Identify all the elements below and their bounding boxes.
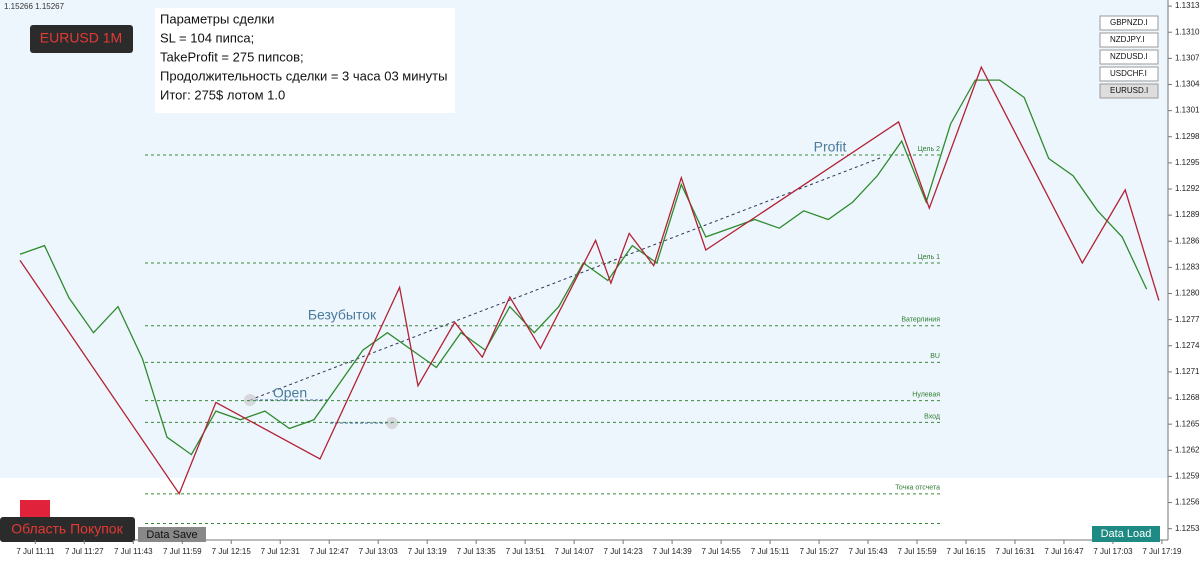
y-tick-label: 1.12865 (1175, 236, 1200, 245)
symbol-item[interactable]: USDCHF.I (1110, 69, 1147, 78)
zone-badge (0, 517, 135, 542)
y-tick-label: 1.13135 (1175, 1, 1200, 10)
price-header: 1.15266 1.15267 (4, 2, 65, 11)
x-tick-label: 7 Jul 15:11 (751, 547, 790, 556)
y-tick-label: 1.12895 (1175, 210, 1200, 219)
entry-marker (386, 417, 398, 429)
y-tick-label: 1.13105 (1175, 27, 1200, 36)
save-button-bg[interactable] (138, 527, 206, 542)
save-button[interactable]: Data Save (146, 529, 197, 541)
x-tick-label: 7 Jul 12:15 (212, 547, 252, 556)
info-line: Итог: 275$ лотом 1.0 (160, 87, 285, 102)
x-tick-label: 7 Jul 16:15 (946, 547, 986, 556)
x-tick-label: 7 Jul 14:23 (604, 547, 644, 556)
symbol-item[interactable]: NZDUSD.I (1110, 52, 1148, 61)
y-tick-label: 1.12625 (1175, 445, 1200, 454)
x-tick-label: 7 Jul 17:03 (1093, 547, 1133, 556)
level-label: BU (930, 353, 940, 360)
load-button-bg[interactable] (1092, 526, 1160, 542)
y-tick-label: 1.12655 (1175, 419, 1200, 428)
level-label: Точка отсчета (895, 485, 940, 492)
annotation: Profit (814, 139, 847, 155)
info-line: SL = 104 пипса; (160, 30, 254, 45)
info-line: Параметры сделки (160, 11, 274, 26)
x-tick-label: 7 Jul 14:55 (702, 547, 742, 556)
y-tick-label: 1.12715 (1175, 367, 1200, 376)
x-tick-label: 7 Jul 12:31 (261, 547, 301, 556)
y-tick-label: 1.12535 (1175, 524, 1200, 533)
y-tick-label: 1.13045 (1175, 80, 1200, 89)
x-tick-label: 7 Jul 14:07 (555, 547, 595, 556)
y-tick-label: 1.12835 (1175, 262, 1200, 271)
x-tick-label: 7 Jul 15:43 (848, 547, 888, 556)
symbol-item-bg[interactable] (1099, 15, 1159, 31)
y-tick-label: 1.12745 (1175, 341, 1200, 350)
x-tick-label: 7 Jul 15:27 (799, 547, 839, 556)
price-line (19, 65, 1160, 496)
symbol-badge-bg (30, 25, 133, 53)
symbol-item-bg[interactable] (1099, 49, 1159, 65)
symbol-item-bg[interactable] (1099, 83, 1159, 99)
level-label: Цель 1 (918, 254, 941, 261)
x-tick-label: 7 Jul 13:51 (506, 547, 546, 556)
symbol-badge: EURUSD 1M (40, 30, 122, 46)
x-tick-label: 7 Jul 11:59 (163, 547, 202, 556)
x-tick-label: 7 Jul 14:39 (653, 547, 693, 556)
symbol-item-bg[interactable] (1099, 66, 1159, 82)
y-tick-label: 1.12955 (1175, 158, 1200, 167)
trend-line (249, 157, 881, 401)
x-tick-label: 7 Jul 11:43 (114, 547, 153, 556)
x-tick-label: 7 Jul 16:31 (995, 547, 1035, 556)
x-tick-label: 7 Jul 11:11 (16, 547, 55, 556)
info-box (155, 8, 455, 113)
level-label: Вход (924, 413, 940, 420)
level-label: Цель 2 (918, 146, 941, 153)
zone-label: Область Покупок (11, 521, 123, 537)
y-tick-label: 1.13015 (1175, 106, 1200, 115)
annotation: Безубыток (308, 307, 377, 323)
y-tick-label: 1.12985 (1175, 132, 1200, 141)
x-tick-label: 7 Jul 13:19 (408, 547, 448, 556)
level-label: Ватерлиния (901, 317, 940, 324)
open-marker (244, 394, 256, 406)
x-tick-label: 7 Jul 13:35 (457, 547, 497, 556)
y-tick-label: 1.12565 (1175, 498, 1200, 507)
price-line (19, 79, 1148, 456)
y-tick-label: 1.12595 (1175, 472, 1200, 481)
level-label: Нулевая (912, 391, 940, 398)
x-tick-label: 7 Jul 16:47 (1044, 547, 1084, 556)
info-line: TakeProfit = 275 пипсов; (160, 49, 304, 64)
y-tick-label: 1.12775 (1175, 315, 1200, 324)
y-tick-label: 1.12805 (1175, 289, 1200, 298)
annotation: Open (273, 385, 307, 401)
x-tick-label: 7 Jul 13:03 (359, 547, 399, 556)
info-line: Продолжительность сделки = 3 часа 03 мин… (160, 68, 447, 83)
symbol-item-bg[interactable] (1099, 32, 1159, 48)
symbol-item[interactable]: NZDJPY.I (1110, 35, 1145, 44)
x-tick-label: 7 Jul 12:47 (310, 547, 350, 556)
x-tick-label: 7 Jul 17:19 (1142, 547, 1182, 556)
y-tick-label: 1.12925 (1175, 184, 1200, 193)
y-tick-label: 1.13075 (1175, 53, 1200, 62)
x-tick-label: 7 Jul 11:27 (65, 547, 104, 556)
info-lines: Параметры сделки SL = 104 пипса; TakeProfi… (160, 11, 447, 102)
symbol-item[interactable]: GBPNZD.I (1110, 18, 1148, 27)
symbol-item[interactable]: EURUSD.I (1110, 86, 1148, 95)
load-button[interactable]: Data Load (1101, 528, 1152, 540)
y-tick-label: 1.12685 (1175, 393, 1200, 402)
x-tick-label: 7 Jul 15:59 (897, 547, 937, 556)
